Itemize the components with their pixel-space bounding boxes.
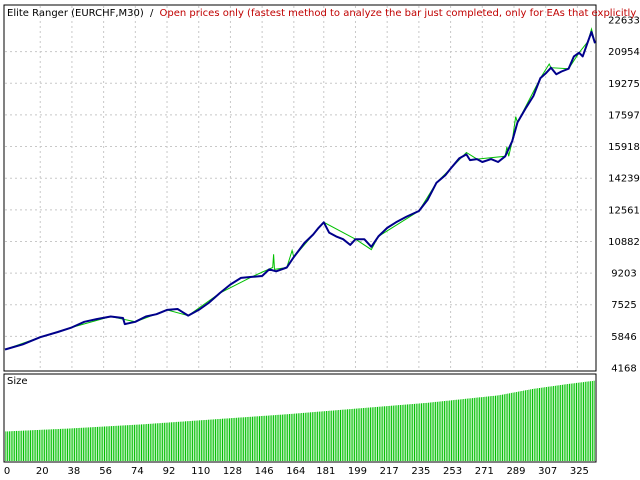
x-tick-label: 0 xyxy=(4,466,10,477)
y-axis-tick-labels: 22633 20954 19275 17597 15918 14239 12561 10882… xyxy=(608,16,640,375)
x-tick-label: 253 xyxy=(443,466,462,477)
x-tick-label: 38 xyxy=(68,466,81,477)
x-tick-label: 199 xyxy=(348,466,367,477)
y-tick-label: 7525 xyxy=(611,300,636,311)
testing-mode-text: Open prices only (fastest method to anal… xyxy=(160,8,640,19)
y-tick-label: 5846 xyxy=(611,332,636,343)
main-panel-frame xyxy=(3,4,597,372)
x-tick-label: 307 xyxy=(538,466,557,477)
x-tick-label: 146 xyxy=(255,466,274,477)
main-panel-grid xyxy=(5,6,595,370)
x-tick-label: 164 xyxy=(286,466,305,477)
x-axis-tick-labels: 0 20 38 56 74 92 110 128 146 164 181 199 217 235 253 27… xyxy=(4,466,589,477)
size-panel-frame xyxy=(3,373,597,463)
y-tick-label: 12561 xyxy=(608,205,640,216)
y-tick-label: 10882 xyxy=(608,237,640,248)
y-tick-label: 9203 xyxy=(611,269,636,280)
y-tick-label: 20954 xyxy=(608,47,640,58)
size-panel-title: Size xyxy=(7,376,28,387)
x-tick-label: 181 xyxy=(316,466,335,477)
balance-line xyxy=(4,30,596,351)
chart-header: Elite Ranger (EURCHF,M30) / Open prices … xyxy=(7,8,640,19)
y-tick-label: 4168 xyxy=(611,364,636,375)
y-tick-label: 19275 xyxy=(608,79,640,90)
y-tick-label: 17597 xyxy=(608,110,640,121)
size-bars xyxy=(5,380,595,461)
x-tick-label: 217 xyxy=(380,466,399,477)
x-tick-label: 74 xyxy=(131,466,144,477)
title-separator: / xyxy=(150,8,154,19)
y-tick-label: 22633 xyxy=(608,16,640,27)
x-tick-label: 325 xyxy=(570,466,589,477)
x-tick-label: 235 xyxy=(411,466,430,477)
x-tick-label: 289 xyxy=(506,466,525,477)
x-tick-label: 271 xyxy=(475,466,494,477)
x-tick-label: 20 xyxy=(36,466,49,477)
x-tick-label: 92 xyxy=(163,466,176,477)
y-tick-label: 15918 xyxy=(608,142,640,153)
y-tick-label: 14239 xyxy=(608,174,640,185)
x-tick-label: 110 xyxy=(191,466,210,477)
strategy-title: Elite Ranger (EURCHF,M30) xyxy=(7,8,144,19)
x-tick-label: 128 xyxy=(223,466,242,477)
x-tick-label: 56 xyxy=(99,466,112,477)
